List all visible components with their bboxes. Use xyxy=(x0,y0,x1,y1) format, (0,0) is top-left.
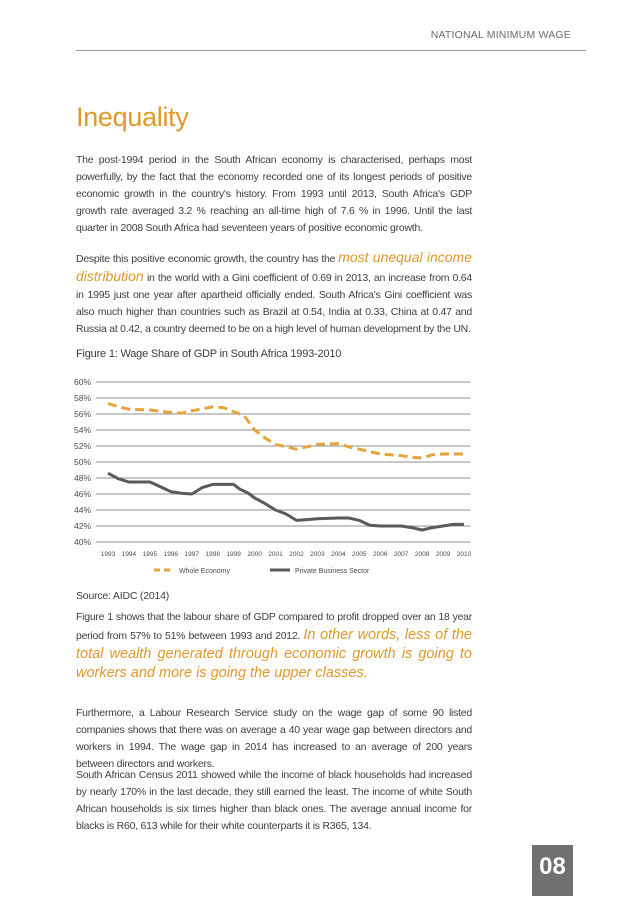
y-tick-label: 60% xyxy=(74,377,91,387)
header-divider xyxy=(76,50,586,51)
paragraph-intro: The post-1994 period in the South Africa… xyxy=(76,154,472,234)
x-tick-label: 2003 xyxy=(310,551,325,558)
paragraph-wage-gap: Furthermore, a Labour Research Service s… xyxy=(76,707,472,770)
paragraph-text: Despite this positive economic growth, t… xyxy=(76,253,339,265)
figure-source: Source: AIDC (2014) xyxy=(76,590,170,602)
x-tick-label: 2004 xyxy=(331,551,346,558)
series-line xyxy=(107,471,464,532)
x-tick-label: 2010 xyxy=(457,551,472,558)
x-tick-label: 2001 xyxy=(268,551,283,558)
legend-label: Private Business Sector xyxy=(295,568,370,575)
y-tick-label: 54% xyxy=(74,425,91,435)
paragraph-census: South African Census 2011 showed while t… xyxy=(76,769,472,832)
chart-series xyxy=(107,402,464,532)
x-tick-label: 2007 xyxy=(394,551,409,558)
chart-gridlines xyxy=(96,381,470,543)
highlight-text: most unequal income distribution xyxy=(76,249,472,284)
line-chart: 40%42%44%46%48%50%52%54%56%58%60% 1993 19… xyxy=(74,377,472,575)
x-tick-label: 2000 xyxy=(247,551,262,558)
paragraph-text: Figure 1 shows that the labour share of … xyxy=(76,611,472,642)
y-tick-label: 50% xyxy=(74,457,91,467)
page-title: Inequality xyxy=(76,102,189,132)
y-tick-label: 40% xyxy=(74,537,91,547)
paragraph-labour-share: Figure 1 shows that the labour share of … xyxy=(76,609,472,683)
figure-title: Figure 1: Wage Share of GDP in South Afr… xyxy=(76,348,342,360)
x-tick-label: 2005 xyxy=(352,551,367,558)
x-tick-label: 2006 xyxy=(373,551,388,558)
section-header: NATIONAL MINIMUM WAGE xyxy=(430,29,571,41)
y-tick-label: 58% xyxy=(74,393,91,403)
x-axis-ticks: 1993 1994 1995 1996 1997 1998 1999 2000 2001 2002… xyxy=(101,551,472,558)
x-tick-label: 1996 xyxy=(164,551,179,558)
y-axis-ticks: 40% 42% 44% 46% 48% 50% 52% 54% 56% 58% 60% xyxy=(74,377,91,547)
y-tick-label: 44% xyxy=(74,505,91,515)
x-tick-label: 1998 xyxy=(205,551,220,558)
page-number: 08 xyxy=(539,853,566,880)
y-tick-label: 48% xyxy=(74,473,91,483)
y-tick-label: 42% xyxy=(74,521,91,531)
x-tick-label: 2002 xyxy=(289,551,304,558)
legend-label: Whole Economy xyxy=(179,568,230,575)
y-tick-label: 46% xyxy=(74,489,91,499)
x-tick-label: 1994 xyxy=(122,551,137,558)
page-number-badge: 08 xyxy=(532,845,573,896)
x-tick-label: 1995 xyxy=(143,551,158,558)
y-tick-label: 56% xyxy=(74,409,91,419)
paragraph-text: in the world with a Gini coefficient of … xyxy=(76,272,472,335)
x-tick-label: 1997 xyxy=(185,551,200,558)
series-line xyxy=(107,402,464,460)
x-tick-label: 1993 xyxy=(101,551,116,558)
x-tick-label: 2009 xyxy=(436,551,451,558)
chart-legend: Whole Economy Private Business Sector xyxy=(154,568,370,575)
x-tick-label: 1999 xyxy=(226,551,241,558)
highlight-text: In other words, less of the total wealth… xyxy=(76,627,472,681)
x-tick-label: 2008 xyxy=(415,551,430,558)
paragraph-inequality: Despite this positive economic growth, t… xyxy=(76,249,472,338)
y-tick-label: 52% xyxy=(74,441,91,451)
